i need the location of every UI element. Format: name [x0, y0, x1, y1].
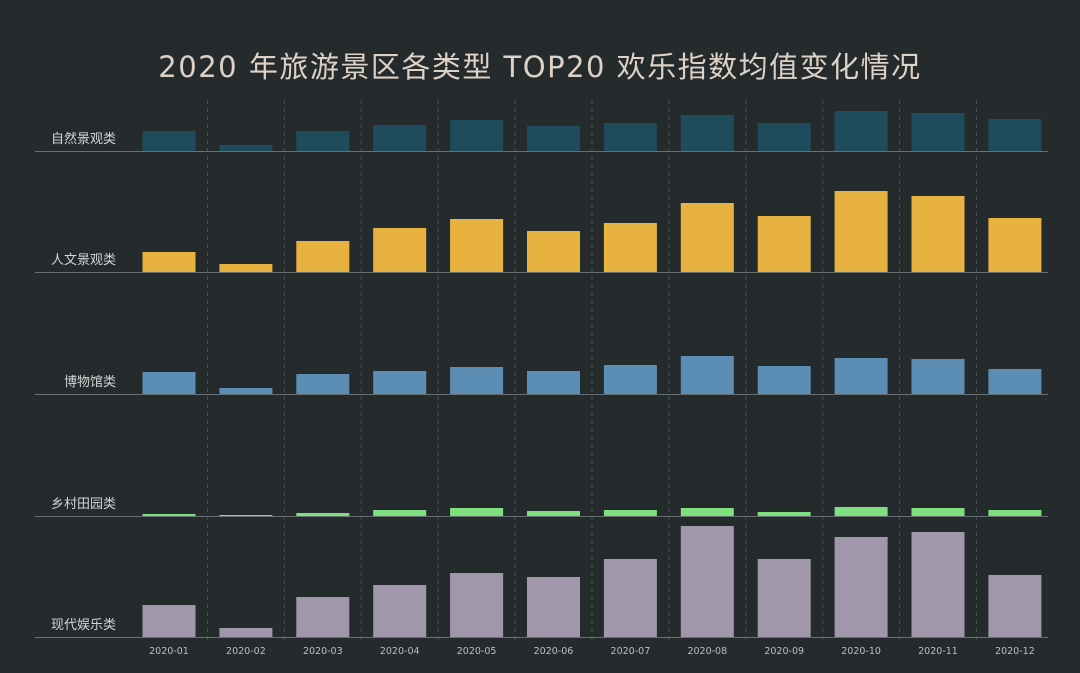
bar: [988, 510, 1042, 516]
bar: [296, 597, 350, 637]
bar: [527, 126, 580, 151]
bar: [450, 508, 504, 516]
bar: [373, 585, 427, 637]
row-3: 博物馆类: [35, 356, 1048, 395]
bar: [296, 241, 350, 272]
bar: [757, 123, 811, 151]
bar: [142, 252, 196, 272]
bar: [142, 514, 196, 516]
bar: [834, 358, 888, 394]
legend-label: 博物馆类: [64, 375, 116, 390]
row-2: 人文景观类: [35, 191, 1048, 273]
bar: [911, 532, 965, 637]
x-tick-label: 2020-10: [841, 646, 881, 657]
bar: [373, 510, 427, 516]
bar: [680, 356, 734, 394]
bar: [911, 196, 965, 272]
bar: [757, 216, 811, 272]
bar: [603, 123, 657, 151]
bar: [450, 367, 504, 394]
x-tick-label: 2020-02: [226, 646, 266, 657]
bar: [680, 508, 734, 516]
bar: [527, 511, 580, 516]
bar: [219, 388, 273, 394]
bar: [680, 526, 734, 637]
x-tick-label: 2020-01: [149, 646, 189, 657]
bar: [834, 507, 888, 516]
bar: [527, 371, 580, 394]
row-4: 乡村田园类: [35, 497, 1048, 517]
bar: [450, 573, 504, 637]
bar: [142, 372, 196, 394]
bar: [450, 219, 504, 272]
bar: [373, 125, 427, 151]
bar: [988, 575, 1042, 637]
bar: [296, 374, 350, 394]
x-tick-label: 2020-06: [534, 646, 574, 657]
x-tick-label: 2020-07: [611, 646, 651, 657]
legend-label: 人文景观类: [51, 253, 116, 268]
bar: [834, 111, 888, 151]
bar: [142, 605, 196, 637]
x-tick-label: 2020-08: [687, 646, 727, 657]
bar: [603, 365, 657, 394]
bar: [296, 513, 350, 516]
bar: [988, 119, 1042, 151]
row-5: 现代娱乐类: [35, 526, 1048, 638]
bar: [219, 264, 273, 272]
bar: [680, 115, 734, 151]
legend-label: 自然景观类: [51, 131, 116, 147]
grid-lines: [206, 100, 977, 640]
bar: [603, 223, 657, 272]
bar: [911, 113, 965, 151]
x-tick-label: 2020-12: [995, 646, 1035, 657]
x-tick-label: 2020-09: [764, 646, 804, 657]
x-tick-label: 2020-05: [457, 646, 497, 657]
legend-label: 现代娱乐类: [51, 618, 116, 633]
bar: [911, 359, 965, 394]
bar: [296, 131, 350, 151]
bar: [603, 510, 657, 516]
x-tick-label: 2020-04: [380, 646, 420, 657]
bar: [680, 203, 734, 272]
bar: [911, 508, 965, 516]
bar: [834, 191, 888, 272]
x-tick-label: 2020-11: [918, 646, 958, 657]
bar: [757, 366, 811, 394]
bar: [757, 512, 811, 516]
bar: [757, 559, 811, 637]
bar: [373, 228, 427, 272]
bar: [142, 131, 196, 151]
bar: [219, 145, 273, 151]
bar: [603, 559, 657, 637]
bar: [373, 371, 427, 394]
bar: [527, 231, 580, 272]
chart-title: 2020 年旅游景区各类型 TOP20 欢乐指数均值变化情况: [158, 50, 922, 84]
row-1: 自然景观类: [35, 111, 1048, 152]
bar: [988, 369, 1042, 394]
bar: [219, 628, 273, 637]
x-axis-ticks: 2020-01 2020-02 2020-03 2020-04 2020-05 2020-…: [149, 646, 1035, 657]
bar: [988, 218, 1042, 272]
bar: [527, 577, 580, 637]
bar: [219, 515, 273, 516]
bar: [450, 120, 504, 151]
legend-label: 乡村田园类: [51, 497, 116, 512]
bar: [834, 537, 888, 637]
x-tick-label: 2020-03: [303, 646, 343, 657]
